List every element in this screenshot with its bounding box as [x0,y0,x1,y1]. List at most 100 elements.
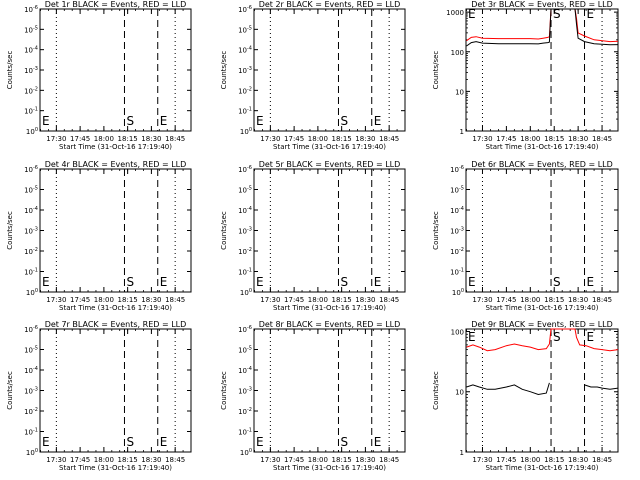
x-tick-label: 17:45 [284,135,304,143]
y-tick-label: 10-2 [238,86,252,95]
x-tick-label: 18:00 [94,135,114,143]
x-axis-label: Start Time (31-Oct-16 17:19:40) [59,464,172,472]
marker-label-s: S [553,275,561,289]
plot-frame [465,168,619,293]
y-tick-label: 10-5 [238,186,252,195]
x-tick-label: 18:45 [379,135,399,143]
x-tick-label: 18:30 [568,456,588,464]
marker-label-e: E [160,114,168,128]
y-tick-label: 10-4 [24,366,38,375]
x-tick-label: 18:30 [568,135,588,143]
x-axis-label: Start Time (31-Oct-16 17:19:40) [486,464,599,472]
y-tick-label: 10-1 [24,428,38,437]
x-tick-label: 18:15 [544,135,564,143]
x-tick-label: 17:30 [472,456,492,464]
marker-label-e: E [374,114,382,128]
x-tick-label: 17:30 [46,135,66,143]
y-tick-label: 10 [455,389,464,397]
marker-label-s: S [126,114,134,128]
x-axis-label: Start Time (31-Oct-16 17:19:40) [273,143,386,151]
marker-label-e: E [160,275,168,289]
y-tick-label: 10-4 [450,206,464,215]
plot-frame [39,8,192,132]
y-tick-label: 10-3 [238,387,252,396]
x-tick-label: 18:00 [308,456,328,464]
x-tick-label: 18:30 [355,296,375,304]
y-tick-label: 100 [451,49,464,57]
marker-label-left-e: E [468,7,476,21]
x-tick-label: 18:15 [118,296,138,304]
y-tick-label: 100 [26,448,38,457]
marker-label-left-e: E [42,114,50,128]
x-tick-label: 17:45 [284,456,304,464]
y-tick-label: 10-3 [24,227,38,236]
y-axis-label: Counts/sec [432,371,440,410]
y-tick-label: 10-4 [238,206,252,215]
y-tick-label: 10-4 [24,46,38,55]
y-tick-label: 10-5 [24,186,38,195]
y-tick-label: 10-1 [24,107,38,116]
marker-label-left-e: E [256,435,264,449]
y-axis-label: Counts/sec [6,371,14,410]
marker-label-e: E [587,275,595,289]
marker-label-s: S [340,114,348,128]
x-tick-label: 18:00 [308,135,328,143]
x-tick-label: 17:45 [284,296,304,304]
panel-title: Det 1r BLACK = Events, RED = LLD [45,0,187,9]
x-tick-label: 17:45 [496,296,516,304]
marker-label-s: S [126,275,134,289]
marker-label-e: E [587,330,595,344]
marker-label-left-e: E [468,330,476,344]
panel-det-9r: Det 9r BLACK = Events, RED = LLD 1 10 100 Co… [432,320,619,472]
x-tick-label: 18:45 [592,296,612,304]
y-tick-label: 10-6 [238,325,252,334]
y-tick-label: 10-6 [24,165,38,174]
y-axis-label: Counts/sec [220,51,228,90]
y-tick-label: 1000 [446,9,464,17]
y-tick-label: 10-4 [238,46,252,55]
y-tick-label: 10-1 [238,107,252,116]
y-tick-label: 10-5 [238,346,252,355]
x-tick-label: 18:00 [94,296,114,304]
y-tick-label: 100 [26,288,38,297]
x-tick-label: 17:30 [46,296,66,304]
x-tick-label: 18:45 [592,456,612,464]
y-tick-label: 100 [240,448,252,457]
y-tick-label: 100 [452,288,464,297]
x-tick-label: 17:30 [46,456,66,464]
y-tick-label: 10-6 [24,5,38,14]
panel-det-2r: Det 2r BLACK = Events, RED = LLD 100 10-1 1… [220,0,406,151]
marker-label-e: E [374,435,382,449]
y-tick-label: 10-6 [238,165,252,174]
marker-label-left-e: E [42,435,50,449]
y-tick-label: 10-1 [24,268,38,277]
y-tick-label: 10-5 [24,346,38,355]
y-tick-label: 10-6 [24,325,38,334]
y-tick-label: 1 [460,128,464,136]
x-tick-label: 18:30 [141,456,161,464]
y-tick-label: 10-1 [238,268,252,277]
x-axis-label: Start Time (31-Oct-16 17:19:40) [59,143,172,151]
y-axis-label: Counts/sec [432,211,440,250]
y-tick-label: 10-1 [450,268,464,277]
panel-det-8r: Det 8r BLACK = Events, RED = LLD 100 10-1 1… [220,320,406,472]
x-tick-label: 17:30 [472,296,492,304]
marker-label-e: E [587,7,595,21]
y-tick-label: 1 [460,449,464,457]
x-tick-label: 18:45 [379,456,399,464]
panel-det-4r: Det 4r BLACK = Events, RED = LLD 100 10-1 1… [6,160,192,312]
panel-det-1r: Det 1r BLACK = Events, RED = LLD 100 10-1 1… [6,0,192,151]
y-tick-label: 10-5 [450,186,464,195]
plot-frame [465,328,619,453]
x-tick-label: 18:00 [520,296,540,304]
y-tick-label: 10-2 [24,407,38,416]
x-tick-label: 18:15 [118,135,138,143]
x-tick-label: 18:15 [332,135,352,143]
x-tick-label: 18:30 [355,456,375,464]
y-tick-label: 10-3 [24,66,38,75]
x-tick-label: 18:15 [544,296,564,304]
x-tick-label: 17:30 [260,456,280,464]
marker-label-s: S [340,275,348,289]
series-line-lld [466,8,619,43]
